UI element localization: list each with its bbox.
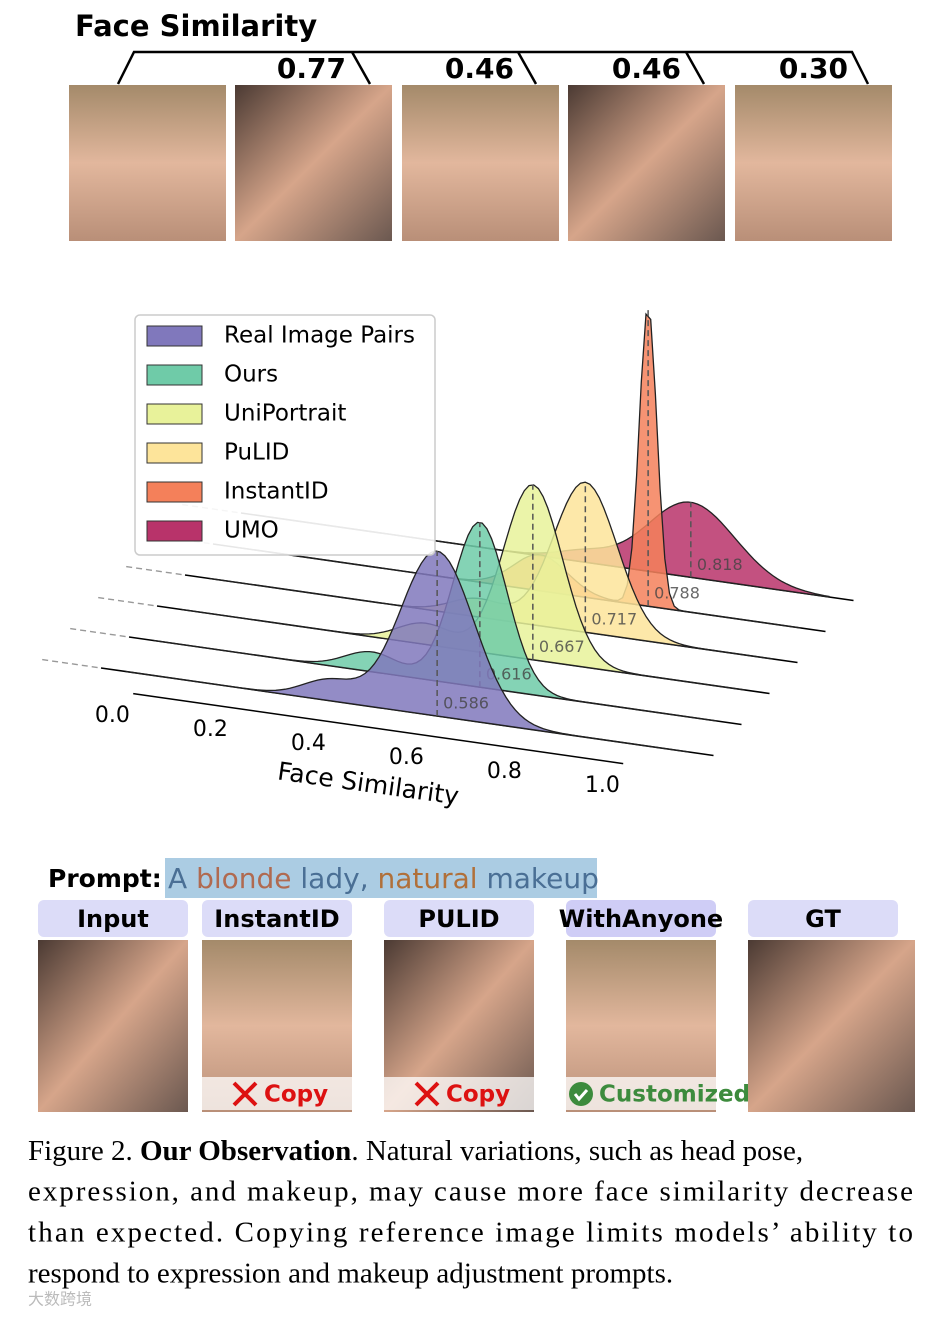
prompt-highlight [165, 858, 597, 898]
x-tick-label: 0.6 [389, 745, 424, 770]
result-photo [748, 940, 915, 1112]
x-tick-label: 1.0 [585, 773, 620, 798]
prompt-word: natural [378, 862, 478, 895]
result-tag: Copy [446, 1082, 510, 1108]
ridge-baseline-dash [70, 627, 130, 638]
face-photo [69, 85, 226, 241]
result-tag-bg [202, 1077, 372, 1110]
prompt-text: A blonde lady, natural makeup [168, 862, 599, 895]
ridge-plot: 0.818 0.788 0.717 0.667 0.616 0.586 0.0 0.2 0.4 0… [42, 306, 854, 811]
legend-label: UMO [224, 518, 279, 544]
x-tick-label: 0.4 [291, 731, 326, 756]
column-title: WithAnyone [559, 905, 723, 933]
caption-text: . Natural variations, such as head pose, [351, 1135, 803, 1167]
caption-label: Figure 2. [28, 1135, 133, 1167]
check-icon [569, 1082, 593, 1106]
column-title: Input [77, 905, 149, 933]
result-tag: Copy [264, 1082, 328, 1108]
legend-label: Ours [224, 362, 278, 388]
similarity-score: 0.77 [277, 52, 346, 85]
bracket [116, 50, 870, 85]
legend-swatch [146, 520, 203, 542]
legend-box [134, 314, 436, 556]
prompt-word: lady, [300, 862, 368, 895]
prompt-word: A [168, 862, 187, 895]
legend-label: PuLID [224, 440, 289, 466]
ridge-baseline-dash [98, 596, 158, 607]
column-title: PULID [418, 905, 499, 933]
face-photo [235, 85, 392, 241]
peak-label: 0.818 [697, 555, 743, 574]
column-title: InstantID [214, 905, 339, 933]
x-tick-label: 0.2 [193, 717, 228, 742]
cross-icon [414, 1081, 440, 1107]
legend-swatch [146, 403, 203, 425]
ridge-baseline-dash [126, 565, 186, 576]
legend-label: UniPortrait [224, 401, 346, 427]
peak-label: 0.717 [591, 610, 637, 629]
result-tag-bg [384, 1077, 554, 1110]
watermark: 大数跨境 [28, 1290, 92, 1309]
column-header [202, 900, 352, 937]
column-header [566, 900, 716, 937]
result-tag-bg [566, 1077, 736, 1110]
caption-line: than expected. Copying reference image l… [28, 1217, 913, 1249]
similarity-score: 0.30 [779, 52, 848, 85]
face-photo [735, 85, 892, 241]
caption-line: respond to expression and makeup adjustm… [28, 1258, 673, 1290]
column-title: GT [805, 905, 841, 933]
column-header [38, 900, 188, 937]
peak-label: 0.616 [486, 665, 532, 684]
column-header [748, 900, 898, 937]
legend-label: InstantID [224, 479, 329, 505]
similarity-score: 0.46 [445, 52, 514, 85]
ridge-baseline-dash [42, 658, 102, 669]
result-photo [38, 940, 188, 1112]
legend-swatch [146, 325, 203, 347]
result-tag: Customized [599, 1082, 750, 1108]
x-axis [133, 692, 624, 765]
cross-icon [232, 1081, 258, 1107]
column-header [384, 900, 534, 937]
prompt-word: blonde [196, 862, 291, 895]
legend-label: Real Image Pairs [224, 323, 415, 349]
density-ridge [125, 550, 690, 753]
face-photo [568, 85, 725, 241]
legend-swatch [146, 364, 203, 386]
similarity-score: 0.46 [612, 52, 681, 85]
x-tick-label: 0.0 [95, 703, 130, 728]
caption-title: Our Observation [140, 1135, 351, 1167]
face-photo [402, 85, 559, 241]
legend-swatch [146, 481, 203, 503]
check-mark [573, 1089, 589, 1102]
x-axis-label: Face Similarity [276, 756, 461, 810]
prompt-word: makeup [486, 862, 598, 895]
peak-label: 0.586 [443, 694, 489, 713]
top-title: Face Similarity [75, 9, 317, 43]
legend-swatch [146, 442, 203, 464]
prompt-label: Prompt: [48, 864, 162, 893]
caption-line: expression, and makeup, may cause more f… [28, 1176, 913, 1208]
peak-label: 0.667 [539, 637, 585, 656]
x-tick-label: 0.8 [487, 759, 522, 784]
caption-line: Figure 2. Our Observation. Natural varia… [28, 1135, 803, 1167]
peak-label: 0.788 [654, 584, 700, 603]
